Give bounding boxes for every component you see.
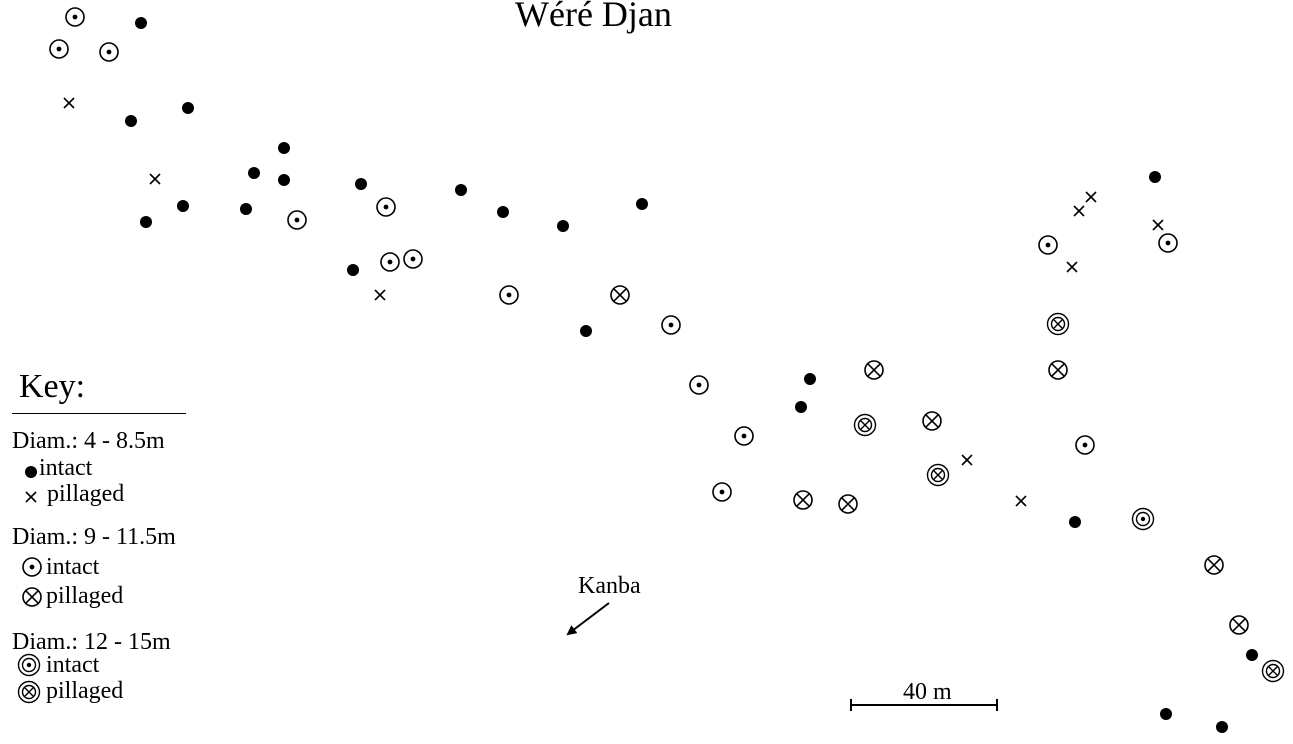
scale-label: 40 m bbox=[903, 679, 952, 705]
cross-icon bbox=[961, 454, 973, 466]
circle-dot-icon bbox=[376, 197, 396, 217]
scale-bar bbox=[850, 699, 998, 711]
circle-dot-icon bbox=[65, 7, 85, 27]
legend-medium-intact-label: intact bbox=[46, 554, 100, 580]
filled-dot-icon bbox=[1069, 516, 1081, 528]
double-circle-dot-icon bbox=[17, 653, 41, 677]
filled-dot-icon bbox=[240, 203, 252, 215]
filled-dot-icon bbox=[125, 115, 137, 127]
legend-small-pillaged-label: pillaged bbox=[47, 481, 125, 507]
circle-cross-icon bbox=[864, 360, 884, 380]
double-circle-cross-icon bbox=[853, 413, 877, 437]
filled-dot-icon bbox=[182, 102, 194, 114]
circle-dot-icon bbox=[1158, 233, 1178, 253]
direction-label: Kanba bbox=[578, 573, 641, 599]
double-circle-cross-icon bbox=[1261, 659, 1285, 683]
legend-small-intact-label: intact bbox=[39, 455, 93, 481]
circle-cross-icon bbox=[1204, 555, 1224, 575]
filled-dot-icon bbox=[355, 178, 367, 190]
legend-group-large-label: Diam.: 12 - 15m bbox=[12, 629, 171, 655]
cross-icon bbox=[1073, 205, 1085, 217]
direction-arrow bbox=[566, 602, 610, 636]
circle-cross-icon bbox=[838, 494, 858, 514]
filled-dot-icon bbox=[1160, 708, 1172, 720]
circle-dot-icon bbox=[689, 375, 709, 395]
filled-dot-icon bbox=[455, 184, 467, 196]
filled-dot-icon bbox=[135, 17, 147, 29]
filled-dot-icon bbox=[557, 220, 569, 232]
legend-group-medium-label: Diam.: 9 - 11.5m bbox=[12, 524, 176, 550]
filled-dot-icon bbox=[636, 198, 648, 210]
filled-dot-icon bbox=[795, 401, 807, 413]
filled-dot-icon bbox=[497, 206, 509, 218]
circle-cross-icon bbox=[610, 285, 630, 305]
circle-dot-icon bbox=[99, 42, 119, 62]
site-symbols-layer bbox=[49, 7, 1285, 733]
circle-cross-icon bbox=[793, 490, 813, 510]
cross-icon bbox=[1085, 191, 1097, 203]
filled-dot-icon bbox=[278, 142, 290, 154]
filled-dot-icon bbox=[1149, 171, 1161, 183]
legend-large-intact-label: intact bbox=[46, 652, 100, 678]
filled-dot-icon bbox=[177, 200, 189, 212]
circle-dot-icon bbox=[734, 426, 754, 446]
cross-icon bbox=[1066, 261, 1078, 273]
legend-divider bbox=[12, 413, 186, 414]
double-circle-cross-icon bbox=[1046, 312, 1070, 336]
map-title: Wéré Djan bbox=[515, 0, 672, 34]
circle-dot-icon bbox=[1075, 435, 1095, 455]
filled-dot-icon bbox=[804, 373, 816, 385]
legend-symbols bbox=[17, 466, 42, 704]
circle-dot-icon bbox=[49, 39, 69, 59]
legend-medium-pillaged-label: pillaged bbox=[46, 583, 124, 609]
circle-dot-icon bbox=[22, 557, 42, 577]
double-circle-dot-icon bbox=[1131, 507, 1155, 531]
circle-dot-icon bbox=[661, 315, 681, 335]
cross-icon bbox=[1015, 495, 1027, 507]
circle-dot-icon bbox=[499, 285, 519, 305]
filled-dot-icon bbox=[580, 325, 592, 337]
legend-group-small-label: Diam.: 4 - 8.5m bbox=[12, 428, 165, 454]
filled-dot-icon bbox=[278, 174, 290, 186]
legend-large-pillaged-label: pillaged bbox=[46, 678, 124, 704]
circle-dot-icon bbox=[287, 210, 307, 230]
filled-dot-icon bbox=[1246, 649, 1258, 661]
circle-dot-icon bbox=[1038, 235, 1058, 255]
cross-icon bbox=[1152, 219, 1164, 231]
filled-dot-icon bbox=[25, 466, 37, 478]
circle-cross-icon bbox=[922, 411, 942, 431]
double-circle-cross-icon bbox=[17, 680, 41, 704]
circle-cross-icon bbox=[1048, 360, 1068, 380]
circle-dot-icon bbox=[403, 249, 423, 269]
cross-icon bbox=[63, 97, 75, 109]
double-circle-cross-icon bbox=[926, 463, 950, 487]
filled-dot-icon bbox=[1216, 721, 1228, 733]
cross-icon bbox=[25, 491, 37, 503]
filled-dot-icon bbox=[140, 216, 152, 228]
circle-cross-icon bbox=[22, 587, 42, 607]
filled-dot-icon bbox=[347, 264, 359, 276]
circle-dot-icon bbox=[712, 482, 732, 502]
cross-icon bbox=[374, 289, 386, 301]
circle-dot-icon bbox=[380, 252, 400, 272]
filled-dot-icon bbox=[248, 167, 260, 179]
cross-icon bbox=[149, 173, 161, 185]
legend-title: Key: bbox=[19, 368, 86, 405]
circle-cross-icon bbox=[1229, 615, 1249, 635]
